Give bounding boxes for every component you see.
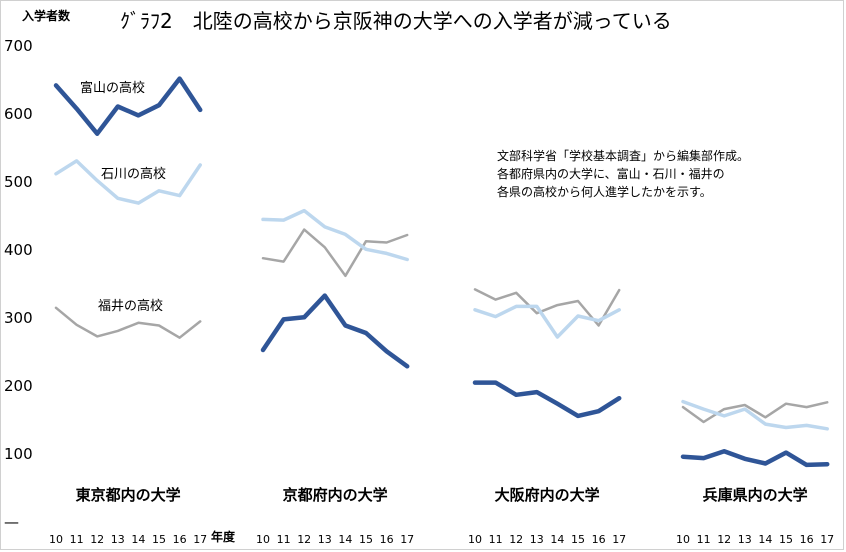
series-line-fukui-panel-1 — [54, 306, 202, 339]
series-line-fukui-panel-2 — [261, 228, 409, 278]
series-label-toyama: 富山の高校 — [80, 80, 145, 96]
x-tick-label: 10 — [49, 533, 63, 546]
x-axis-ticks: 10 11 12 13 14 15 16 17 10 11 12 13 14 15 16 17 10 11 12 13… — [49, 533, 834, 546]
series-line-toyama-panel-4 — [680, 449, 830, 468]
y-tick-label: 200 — [4, 377, 33, 395]
x-tick-label: 17 — [193, 533, 207, 546]
y-axis-ticks: 700 600 500 400 300 200 100 — — [4, 37, 33, 531]
note-line-3: 各県の高校から何人進学したかを示す。 — [497, 184, 712, 199]
panel-name: 京都府内の大学 — [283, 486, 388, 504]
x-tick-label: 13 — [530, 533, 544, 546]
x-tick-label: 14 — [131, 533, 145, 546]
series-label-ishikawa: 石川の高校 — [101, 166, 166, 182]
x-tick-label: 15 — [359, 533, 373, 546]
x-tick-label: 12 — [509, 533, 523, 546]
series-line-ishikawa-panel-1 — [54, 159, 202, 205]
x-tick-label: 14 — [758, 533, 772, 546]
x-tick-label: 17 — [820, 533, 834, 546]
panel-name: 兵庫県内の大学 — [703, 486, 808, 504]
y-axis-label: 入学者数 — [22, 8, 71, 23]
x-tick-label: 12 — [90, 533, 104, 546]
y-tick-label: — — [4, 513, 19, 531]
x-tick-label: 12 — [717, 533, 731, 546]
x-tick-label: 10 — [468, 533, 482, 546]
x-axis-label: 年度 — [211, 529, 236, 544]
series-line-toyama-panel-2 — [260, 293, 410, 369]
panel-name: 大阪府内の大学 — [495, 486, 600, 504]
series-lines — [53, 76, 830, 468]
x-tick-label: 13 — [318, 533, 332, 546]
x-tick-label: 11 — [697, 533, 711, 546]
x-tick-label: 16 — [592, 533, 606, 546]
note-line-1: 文部科学省「学校基本調査」から編集部作成。 — [497, 148, 749, 163]
series-line-toyama-panel-3 — [472, 380, 622, 419]
x-tick-label: 12 — [297, 533, 311, 546]
series-line-toyama-panel-1 — [53, 76, 203, 136]
x-tick-label: 16 — [173, 533, 187, 546]
series-line-ishikawa-panel-3 — [473, 304, 621, 339]
series-line-ishikawa-panel-2 — [261, 208, 409, 262]
x-tick-label: 17 — [612, 533, 626, 546]
y-tick-label: 700 — [4, 37, 33, 55]
x-tick-label: 14 — [550, 533, 564, 546]
x-tick-label: 13 — [738, 533, 752, 546]
series-line-ishikawa-panel-4 — [681, 399, 829, 431]
y-tick-label: 300 — [4, 309, 33, 327]
chart-title: ｸﾞﾗﾌ2 北陸の高校から京阪神の大学への入学者が減っている — [120, 9, 672, 33]
x-tick-label: 11 — [70, 533, 84, 546]
y-tick-label: 400 — [4, 241, 33, 259]
x-tick-label: 13 — [111, 533, 125, 546]
y-tick-label: 600 — [4, 105, 33, 123]
y-tick-label: 500 — [4, 173, 33, 191]
series-line-fukui-panel-4 — [681, 401, 829, 424]
panel-name: 東京都内の大学 — [76, 486, 181, 504]
series-label-fukui: 福井の高校 — [98, 298, 163, 314]
x-tick-label: 15 — [152, 533, 166, 546]
y-tick-label: 100 — [4, 445, 33, 463]
x-tick-label: 10 — [676, 533, 690, 546]
x-tick-label: 16 — [380, 533, 394, 546]
panel-labels: 東京都内の大学 京都府内の大学 大阪府内の大学 兵庫県内の大学 — [76, 486, 808, 504]
x-tick-label: 15 — [779, 533, 793, 546]
x-tick-label: 11 — [277, 533, 291, 546]
x-tick-label: 11 — [489, 533, 503, 546]
x-tick-label: 17 — [400, 533, 414, 546]
x-tick-label: 15 — [571, 533, 585, 546]
note-line-2: 各都府県内の大学に、富山・石川・福井の — [497, 166, 725, 181]
x-tick-label: 10 — [256, 533, 270, 546]
source-note: 文部科学省「学校基本調査」から編集部作成。 各都府県内の大学に、富山・石川・福井… — [497, 148, 749, 199]
x-tick-label: 16 — [800, 533, 814, 546]
x-tick-label: 14 — [338, 533, 352, 546]
